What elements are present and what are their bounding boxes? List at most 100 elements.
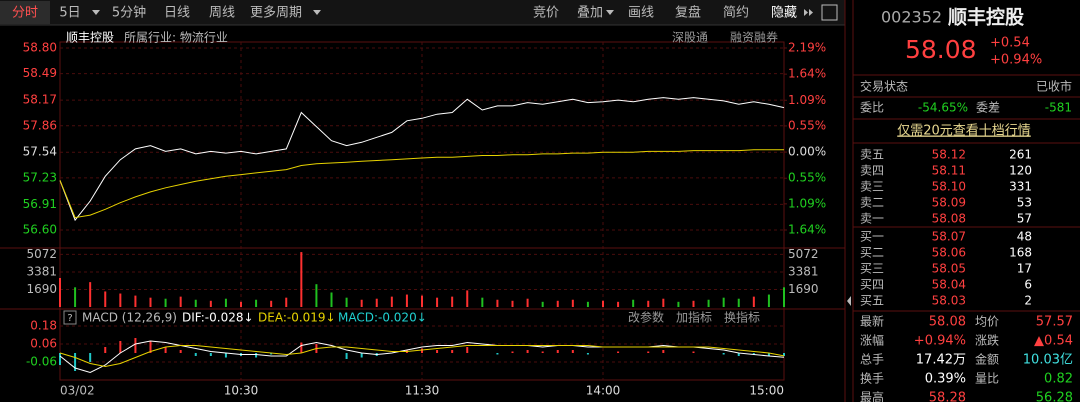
stat-value: 0.82 [1044,372,1073,387]
toolbar-tab[interactable]: 日线 [164,6,190,21]
toolbar-tab[interactable]: 复盘 [675,5,701,21]
book-volume: 48 [1017,230,1032,244]
toolbar-tab[interactable]: 叠加 [577,6,603,21]
y-tick-label: 3381 [26,264,57,278]
volume-bar [255,299,258,307]
stat-label: 涨幅 [860,333,884,348]
toolbar-tab[interactable]: 5分钟 [112,5,146,21]
book-label: 买二 [860,246,884,260]
book-price: 58.04 [932,278,966,292]
help-icon-glyph[interactable]: ? [67,313,72,324]
stat-value: 10.03亿 [1023,353,1073,368]
stat-label: 均价 [975,315,999,329]
toolbar-tab[interactable]: 竞价 [533,5,559,21]
macd-bar [270,353,273,355]
book-volume: 53 [1017,196,1032,210]
indicator-button[interactable]: 加指标 [676,310,712,325]
volume-bar [617,301,620,307]
macd-bar [617,351,620,353]
volume-bar [541,301,544,307]
stat-value: ▲0.54 [1034,334,1073,349]
dropdown-icon[interactable] [92,10,100,15]
book-price: 58.06 [932,246,966,260]
book-price: 58.08 [932,212,966,226]
volume-bar [405,294,408,307]
macd-bar [345,353,348,359]
help-icon[interactable] [63,310,77,325]
toolbar-tab[interactable]: 分时 [12,6,38,21]
volume-bar [89,282,92,307]
book-volume: 2 [1024,294,1032,308]
collapse-icon[interactable] [804,9,808,16]
book-price: 58.11 [932,164,966,178]
book-price: 58.07 [932,230,966,244]
macd-bar [360,353,363,358]
y2-tick-label: 1.64% [788,67,826,81]
stat-label: 金额 [975,352,999,367]
volume-bar [149,297,152,307]
volume-bar [421,295,423,307]
volume-bar [285,297,288,307]
x-tick-label: 11:30 [405,384,440,398]
toolbar-tab[interactable]: 隐藏 [771,6,797,21]
volume-bar [481,297,484,307]
toolbar-tab[interactable]: 简约 [723,5,749,21]
chart-badge[interactable]: 融资融券 [730,30,778,45]
volume-bar [330,292,333,307]
macd-bar [134,338,137,353]
macd-bar [647,351,650,353]
price-line [59,149,784,219]
book-label: 买一 [860,230,884,244]
macd-title: MACD (12,26,9) [82,311,177,325]
volume-bar [586,301,589,307]
chart-badge[interactable]: 深股通 [672,31,708,45]
x-tick-label: 03/02 [60,384,95,398]
stat-label: 换手 [860,372,884,386]
stock-name: 顺丰控股 [948,6,1024,29]
volume-bar [315,284,318,307]
y-tick-label: 0.18 [30,319,57,333]
indicator-button[interactable]: 换指标 [724,310,760,325]
macd-bar [104,347,107,353]
y-tick-label: 58.49 [23,66,57,80]
volume-bar [375,298,378,307]
volume-bar [224,298,227,307]
book-price: 58.10 [932,180,966,194]
toolbar-tab[interactable]: 周线 [209,6,235,21]
book-price: 58.09 [932,196,966,210]
toolbar-tab[interactable]: 更多周期 [250,5,302,21]
indicator-button[interactable]: 改参数 [628,310,664,325]
dropdown-icon[interactable] [313,10,321,15]
y2-tick-label: 0.55% [788,171,826,185]
volume-bar [119,293,122,307]
ratio-label: 委比 [860,101,884,115]
volume-bar [677,301,680,307]
macd-bar [737,353,740,356]
book-label: 买五 [860,294,884,308]
book-price: 58.05 [932,262,966,276]
volume-bar [556,300,559,307]
status-label: 交易状态 [860,79,908,94]
toolbar-tab[interactable]: 画线 [628,6,654,21]
fullscreen-icon[interactable] [821,4,838,21]
book-volume: 168 [1009,246,1032,260]
y2-tick-label: 0.00% [788,145,826,159]
dropdown-icon[interactable] [606,10,614,15]
collapse-icon[interactable] [809,9,813,16]
stat-value: 58.08 [929,315,966,330]
y-tick-label: 57.23 [23,170,57,184]
toolbar-tab[interactable]: 5日 [59,6,80,21]
macd-bar [451,350,454,353]
y-tick-label: 1690 [26,282,57,296]
ratio-value: -54.65% [918,101,968,115]
promo-link[interactable]: 仅需20元查看十档行情 [897,123,1031,139]
expand-arrow[interactable] [847,296,851,306]
macd-bar [556,350,559,353]
volume-bar [134,295,137,307]
y-tick-label: 5072 [26,247,57,261]
stock-code: 002352 [881,8,942,27]
diff-value: -581 [1045,101,1072,115]
macd-bar [224,353,227,358]
volume-bar [270,300,273,307]
